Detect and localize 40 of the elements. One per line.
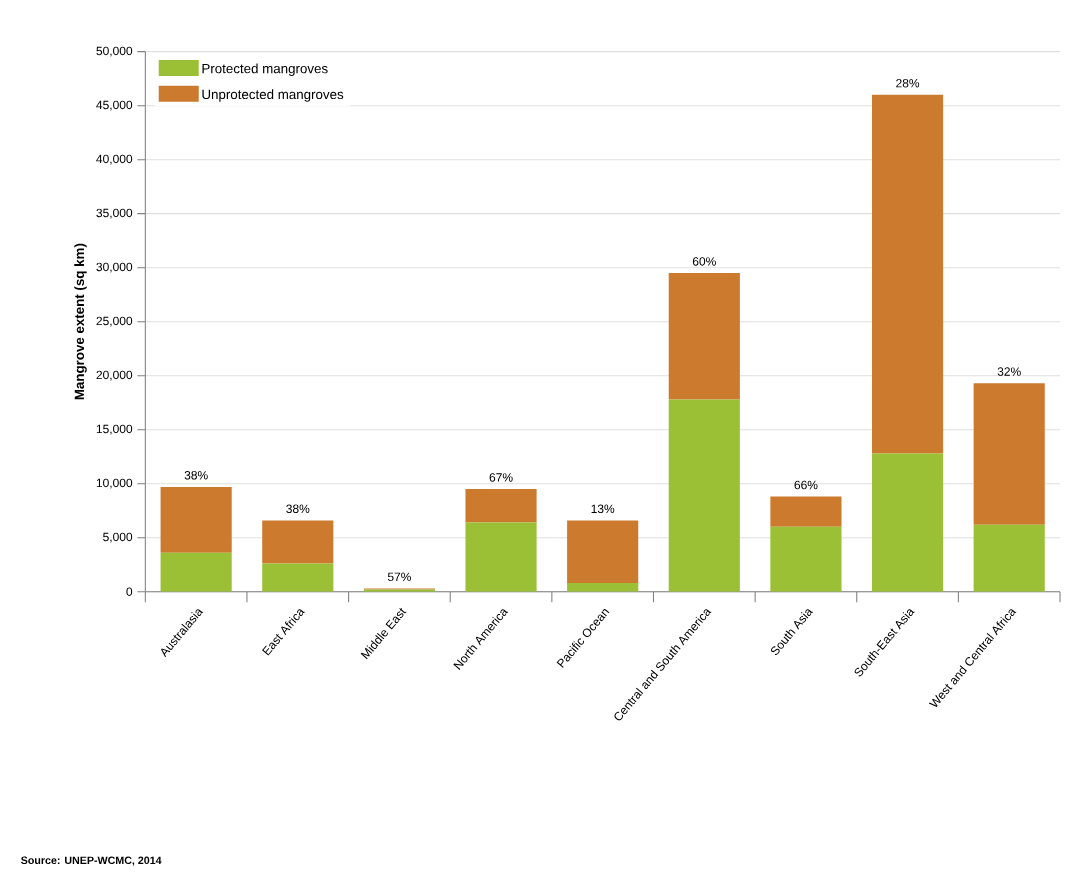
source-note: Source: UNEP-WCMC, 2014	[21, 856, 162, 866]
annotation: 67%	[489, 473, 513, 482]
bar	[668, 399, 740, 592]
bar	[872, 453, 944, 592]
bar	[465, 489, 537, 523]
y-tick-label: 5,000	[103, 532, 133, 543]
annotation: 60%	[692, 257, 716, 266]
bar	[872, 94, 944, 454]
annotation: 66%	[794, 480, 818, 490]
bar	[465, 522, 537, 592]
legend-label: Protected mangroves	[202, 63, 328, 76]
y-tick-label: 45,000	[96, 100, 133, 111]
annotation: 13%	[591, 504, 615, 514]
y-tick-label: 10,000	[96, 478, 133, 489]
annotation: 28%	[896, 78, 920, 88]
bar	[567, 520, 639, 584]
y-tick-label: 20,000	[96, 370, 133, 381]
bar	[770, 526, 842, 592]
y-tick-label: 30,000	[96, 262, 133, 273]
annotation: 38%	[184, 471, 208, 480]
y-tick-label: 25,000	[96, 316, 133, 327]
bar	[262, 563, 334, 592]
y-tick-label: 0	[126, 587, 133, 596]
legend-label: Unprotected mangroves	[202, 89, 344, 102]
annotation: 38%	[286, 504, 310, 514]
y-axis-title: Mangrove extent (sq km)	[74, 243, 87, 400]
bar	[668, 273, 740, 400]
y-tick-label: 50,000	[96, 46, 133, 57]
y-tick-label: 40,000	[96, 154, 133, 165]
y-tick-label: 15,000	[96, 424, 133, 435]
bar	[160, 552, 232, 592]
bar	[567, 583, 639, 592]
bar	[160, 486, 232, 553]
bar	[973, 383, 1045, 525]
annotation: 57%	[387, 572, 411, 582]
bar	[973, 524, 1045, 592]
y-tick-label: 35,000	[96, 208, 133, 219]
bar	[262, 520, 334, 564]
bar	[770, 496, 842, 527]
annotation: 32%	[997, 367, 1021, 376]
